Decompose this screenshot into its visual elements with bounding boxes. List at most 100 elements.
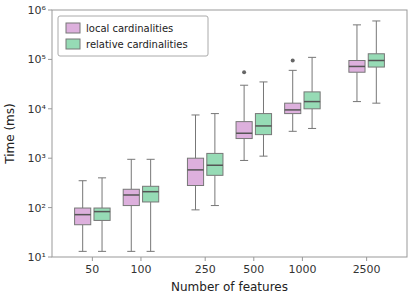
median — [304, 101, 320, 103]
whisker-low — [214, 175, 215, 205]
whisker-high — [150, 159, 151, 186]
cap-high — [191, 114, 199, 115]
whisker-low — [244, 139, 245, 161]
box — [187, 158, 203, 185]
cap-low — [289, 131, 297, 132]
median — [285, 109, 301, 111]
whisker-high — [376, 21, 377, 54]
median — [75, 214, 91, 216]
legend: local cardinalities relative cardinalitie… — [58, 16, 208, 56]
y-tick — [48, 207, 52, 208]
cap-high — [372, 20, 380, 21]
cap-high — [259, 81, 267, 82]
y-tick-label: 10¹ — [28, 251, 46, 264]
cap-low — [353, 101, 361, 102]
whisker-high — [312, 57, 313, 92]
box — [255, 114, 271, 135]
y-tick-label: 10⁵ — [28, 53, 46, 66]
x-tick-label: 500 — [243, 263, 264, 276]
y-tick — [48, 10, 52, 11]
whisker-low — [195, 186, 196, 210]
x-tick-label: 100 — [130, 263, 151, 276]
whisker-high — [244, 85, 245, 121]
whisker-low — [376, 67, 377, 103]
y-tick — [48, 257, 52, 258]
chart: 10¹10²10³10⁴10⁵10⁶5010025050010002500Num… — [0, 0, 417, 297]
whisker-low — [292, 114, 293, 132]
whisker-low — [263, 135, 264, 157]
whisker-low — [102, 220, 103, 251]
cap-low — [127, 251, 135, 252]
cap-low — [259, 156, 267, 157]
whisker-high — [356, 25, 357, 61]
y-tick — [48, 108, 52, 109]
whisker-high — [292, 70, 293, 103]
median — [187, 169, 203, 171]
median — [349, 66, 365, 68]
cap-low — [147, 251, 155, 252]
y-tick — [48, 59, 52, 60]
median — [123, 194, 139, 196]
median — [236, 132, 252, 134]
box — [304, 92, 320, 109]
cap-low — [211, 205, 219, 206]
whisker-high — [214, 114, 215, 154]
whisker-high — [131, 159, 132, 189]
cap-low — [372, 103, 380, 104]
y-tick-label: 10⁴ — [28, 103, 47, 116]
box — [236, 122, 252, 139]
flier — [291, 59, 295, 63]
x-tick — [205, 257, 206, 261]
median — [368, 60, 384, 62]
y-axis-label: Time (ms) — [3, 103, 17, 165]
legend-swatch — [66, 23, 80, 33]
whisker-high — [263, 82, 264, 114]
whisker-low — [150, 202, 151, 251]
cap-high — [211, 113, 219, 114]
box — [94, 208, 110, 220]
whisker-high — [195, 115, 196, 158]
x-tick — [302, 257, 303, 261]
whisker-low — [356, 72, 357, 101]
y-tick-label: 10² — [28, 202, 46, 215]
box — [123, 189, 139, 205]
box — [285, 103, 301, 113]
cap-high — [147, 159, 155, 160]
median — [255, 125, 271, 127]
box — [143, 186, 159, 202]
cap-high — [240, 85, 248, 86]
y-tick-label: 10⁶ — [28, 4, 47, 17]
plot-frame — [52, 10, 407, 257]
cap-high — [353, 24, 361, 25]
cap-high — [289, 70, 297, 71]
box — [207, 153, 223, 175]
cap-low — [308, 128, 316, 129]
x-tick — [92, 257, 93, 261]
whisker-low — [82, 225, 83, 252]
cap-high — [127, 159, 135, 160]
legend-label: local cardinalities — [86, 23, 173, 34]
x-tick — [253, 257, 254, 261]
x-axis-label: Number of features — [171, 280, 288, 294]
cap-low — [79, 251, 87, 252]
whisker-low — [312, 109, 313, 129]
median — [94, 211, 110, 213]
cap-low — [98, 251, 106, 252]
legend-label: relative cardinalities — [86, 39, 188, 50]
whisker-low — [131, 206, 132, 252]
cap-low — [191, 209, 199, 210]
x-tick-label: 50 — [85, 263, 99, 276]
x-tick-label: 1000 — [288, 263, 316, 276]
box — [349, 61, 365, 73]
x-tick — [140, 257, 141, 261]
x-tick-label: 250 — [195, 263, 216, 276]
x-tick-label: 2500 — [353, 263, 381, 276]
cap-high — [98, 177, 106, 178]
whisker-high — [82, 181, 83, 208]
legend-swatch — [66, 39, 80, 49]
whisker-high — [102, 178, 103, 208]
box — [368, 54, 384, 67]
x-tick — [366, 257, 367, 261]
y-tick — [48, 158, 52, 159]
median — [207, 164, 223, 166]
